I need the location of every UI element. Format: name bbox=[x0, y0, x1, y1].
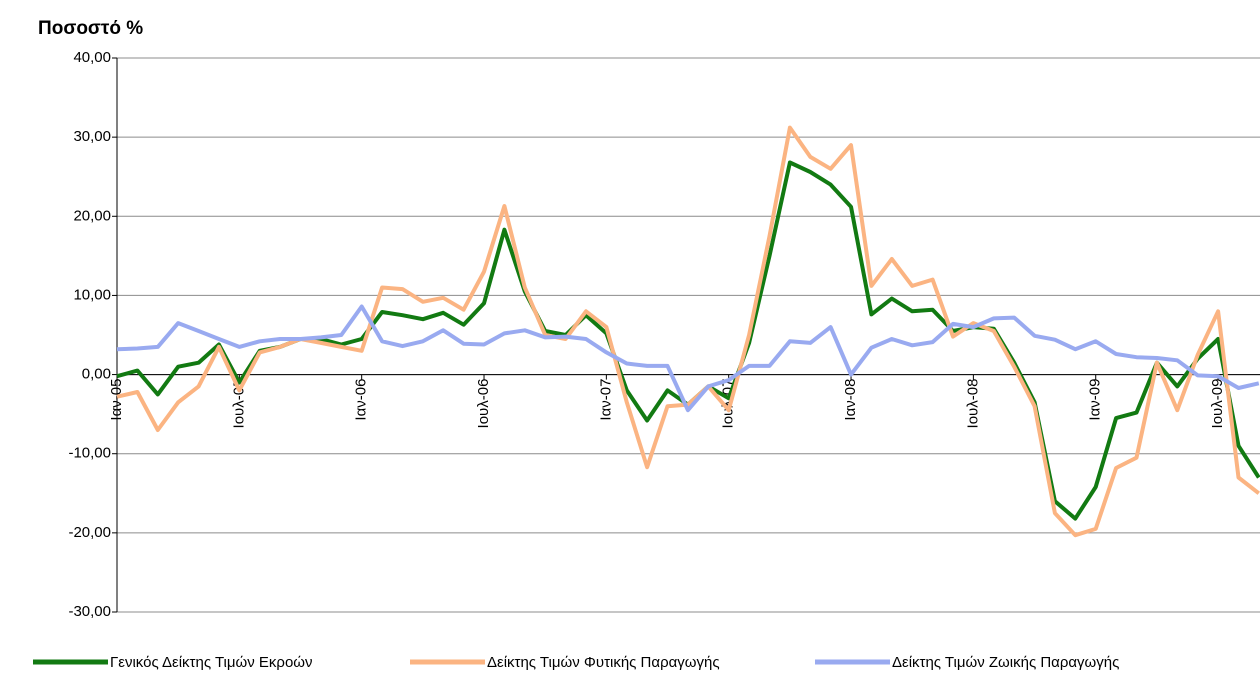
series-line bbox=[116, 125, 1260, 538]
series-line bbox=[116, 304, 1260, 413]
x-tick-label: Ιουλ-05 bbox=[230, 379, 247, 429]
x-tick-label: Ιαν-07 bbox=[597, 379, 614, 421]
legend-label: Δείκτης Τιμών Φυτικής Παραγωγής bbox=[487, 654, 720, 671]
x-tick-label: Ιουλ-09 bbox=[1209, 379, 1226, 429]
x-tick-label: Ιαν-08 bbox=[842, 379, 859, 421]
y-tick-label: -20,00 bbox=[68, 524, 111, 541]
y-tick-label: 20,00 bbox=[73, 207, 111, 224]
y-tick-label: 10,00 bbox=[73, 286, 111, 303]
x-tick-label: Ιαν-06 bbox=[353, 379, 370, 421]
x-tick-label: Ιουλ-08 bbox=[964, 379, 981, 429]
y-tick-label: 30,00 bbox=[73, 128, 111, 145]
y-tick-label: -10,00 bbox=[68, 445, 111, 462]
chart-title: Ποσοστό % bbox=[38, 18, 143, 39]
legend-label: Δείκτης Τιμών Ζωικής Παραγωγής bbox=[892, 654, 1119, 671]
x-tick-label: Ιουλ-06 bbox=[475, 379, 492, 429]
x-tick-label: Ιαν-09 bbox=[1087, 379, 1104, 421]
y-tick-label: -30,00 bbox=[68, 603, 111, 620]
y-tick-label: 0,00 bbox=[82, 366, 111, 383]
x-tick-label: Ιαν-05 bbox=[108, 379, 125, 421]
legend-label: Γενικός Δείκτης Τιμών Εκροών bbox=[110, 654, 313, 671]
y-tick-label: 40,00 bbox=[73, 49, 111, 66]
